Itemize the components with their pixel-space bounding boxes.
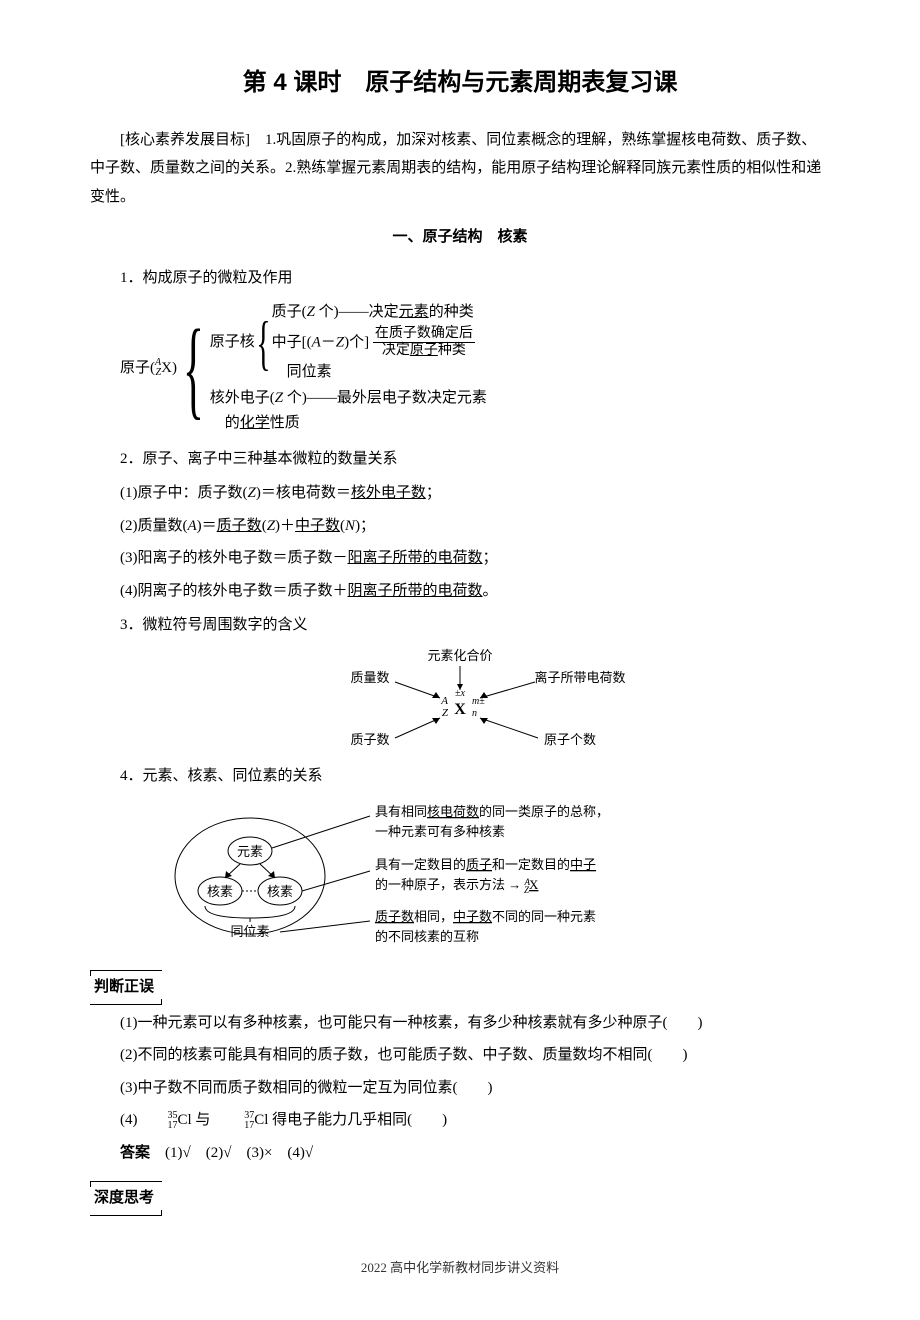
item-1: 1．构成原子的微粒及作用 <box>90 264 830 293</box>
relation-2: (2)质量数(A)＝质子数(Z)＋中子数(N)； <box>90 512 830 541</box>
svg-text:Z: Z <box>442 707 449 719</box>
section-1-heading: 一、原子结构 核素 <box>90 223 830 252</box>
svg-text:质量数: 质量数 <box>350 670 389 685</box>
electron-line: 核外电子(Z 个)——最外层电子数决定元素 <box>210 386 487 412</box>
think-heading: 深度思考 <box>90 1181 830 1216</box>
neutron-line: 中子[(A－Z)个] 在质子数确定后 决定原子种类 <box>272 326 475 361</box>
item-4: 4．元素、核素、同位素的关系 <box>90 762 830 791</box>
judge-1: (1)一种元素可以有多种核素，也可能只有一种核素，有多少种核素就有多少种原子( … <box>90 1009 830 1038</box>
objectives-text: [核心素养发展目标] 1.巩固原子的构成，加深对核素、同位素概念的理解，熟练掌握… <box>90 126 830 212</box>
svg-text:m±: m± <box>472 696 485 707</box>
svg-text:n: n <box>472 708 477 719</box>
svg-text:元素化合价: 元素化合价 <box>427 648 492 663</box>
svg-text:元素: 元素 <box>237 844 263 859</box>
svg-text:的不同核素的互称: 的不同核素的互称 <box>375 929 479 944</box>
judge-2: (2)不同的核素可能具有相同的质子数，也可能质子数、中子数、质量数均不相同( ) <box>90 1041 830 1070</box>
svg-text:离子所带电荷数: 离子所带电荷数 <box>534 670 625 685</box>
svg-text:±x: ±x <box>455 688 465 699</box>
svg-text:具有相同核电荷数的同一类原子的总称，: 具有相同核电荷数的同一类原子的总称， <box>375 804 609 819</box>
svg-text:质子数: 质子数 <box>350 732 389 747</box>
relation-1: (1)原子中：质子数(Z)＝核电荷数＝核外电子数； <box>90 479 830 508</box>
electron-line-2: 的化学性质 <box>210 411 487 437</box>
isotope-line: 同位素 <box>272 360 475 386</box>
lesson-title: 第 4 课时 原子结构与元素周期表复习课 <box>90 60 830 106</box>
symbol-diagram: 元素化合价 质量数 离子所带电荷数 质子数 原子个数 ±x A Z X m± n <box>280 646 640 756</box>
proton-line: 质子(Z 个)——决定元素的种类 <box>272 300 475 326</box>
relation-3: (3)阳离子的核外电子数＝质子数－阳离子所带的电荷数； <box>90 544 830 573</box>
svg-text:一种元素可有多种核素: 一种元素可有多种核素 <box>375 824 505 839</box>
svg-text:质子数相同，中子数不同的同一种元素: 质子数相同，中子数不同的同一种元素 <box>375 909 596 924</box>
atom-structure-brace: 原子(AZX) { 原子核 { 质子(Z 个)——决定元素的种类 中子[(A－Z… <box>120 300 830 437</box>
judge-4: (4)3517Cl 与 3717Cl 得电子能力几乎相同( ) <box>90 1106 830 1135</box>
brace-icon: { <box>183 330 204 407</box>
judge-3: (3)中子数不同而质子数相同的微粒一定互为同位素( ) <box>90 1074 830 1103</box>
footer-text: 2022 高中化学新教材同步讲义资料 <box>90 1256 830 1281</box>
svg-text:核素: 核素 <box>207 884 233 899</box>
svg-text:具有一定数目的质子和一定数目的中子: 具有一定数目的质子和一定数目的中子 <box>375 857 596 872</box>
svg-text:X: X <box>454 701 466 718</box>
svg-text:同位素: 同位素 <box>230 924 269 939</box>
svg-text:的一种原子，表示方法 → AZX: 的一种原子，表示方法 → AZX <box>375 877 539 895</box>
svg-text:核素: 核素 <box>267 884 293 899</box>
atom-label: 原子(AZX) <box>120 356 177 382</box>
svg-text:原子个数: 原子个数 <box>544 732 596 747</box>
item-3: 3．微粒符号周围数字的含义 <box>90 611 830 640</box>
brace-icon: { <box>256 322 270 364</box>
relation-4: (4)阴离子的核外电子数＝质子数＋阴离子所带的电荷数。 <box>90 577 830 606</box>
element-nuclide-diagram: 元素 核素 核素 同位素 具有相同核电荷数的同一类原子的总称， 一种元素可有多种… <box>150 796 770 956</box>
nucleus-label: 原子核 <box>210 330 255 356</box>
judge-heading: 判断正误 <box>90 970 830 1005</box>
answer-line: 答案 (1)√ (2)√ (3)× (4)√ <box>90 1139 830 1168</box>
svg-text:A: A <box>440 695 448 707</box>
item-2: 2．原子、离子中三种基本微粒的数量关系 <box>90 445 830 474</box>
